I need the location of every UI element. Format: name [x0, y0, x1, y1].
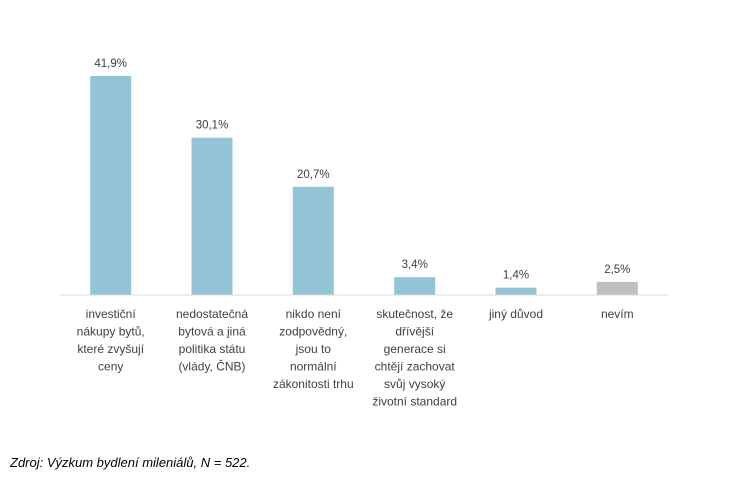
bar-chart: 41,9% 30,1% 20,7% 3,4% 1,4% 2,5% investiční ná…	[60, 58, 668, 409]
category-label-3: nikdo není zodpovědný, jsou to normální záko…	[273, 307, 354, 391]
category-label-line: zákonitosti trhu	[273, 377, 354, 391]
category-label-2: nedostatečná bytová a jiná politika státu (…	[176, 307, 248, 374]
category-label-line: investiční	[86, 307, 137, 321]
category-label-line: svůj vysoký	[384, 377, 445, 391]
bar-3	[292, 186, 334, 295]
data-label-4: 3,4%	[402, 259, 428, 271]
category-label-line: jsou to	[295, 342, 332, 356]
category-label-line: (vlády, ČNB)	[178, 359, 245, 374]
category-label-line: nákupy bytů,	[77, 325, 145, 339]
category-label-4: skutečnost, že dřívější generace si chtějí …	[372, 307, 457, 409]
data-label-2: 30,1%	[196, 120, 229, 132]
bar-4	[394, 277, 436, 295]
data-label-3: 20,7%	[297, 169, 330, 181]
category-labels-group: investiční nákupy bytů, které zvyšují ceny n…	[77, 307, 634, 409]
category-label-line: které zvyšují	[77, 342, 144, 356]
category-label-line: normální	[290, 360, 337, 374]
data-label-6: 2,5%	[604, 264, 630, 276]
bar-6	[596, 281, 638, 295]
category-label-1: investiční nákupy bytů, které zvyšují ceny	[77, 307, 145, 374]
category-label-line: životní standard	[372, 395, 457, 409]
data-label-5: 1,4%	[503, 270, 529, 282]
category-label-line: nevím	[601, 307, 634, 321]
category-label-line: nikdo není	[286, 307, 342, 321]
category-label-line: politika státu	[179, 342, 246, 356]
category-label-6: nevím	[601, 307, 634, 321]
category-label-line: ceny	[98, 360, 123, 374]
category-label-line: bytová a jiná	[178, 325, 246, 339]
category-label-line: nedostatečná	[176, 307, 248, 321]
bar-2	[191, 137, 233, 295]
category-label-line: dřívější	[395, 325, 434, 339]
category-label-5: jiný důvod	[488, 307, 543, 321]
bar-1	[90, 76, 132, 295]
category-label-line: generace si	[384, 342, 446, 356]
category-label-line: skutečnost, že	[376, 307, 453, 321]
category-label-line: zodpovědný,	[279, 325, 347, 339]
source-note: Zdroj: Výzkum bydlení mileniálů, N = 522…	[10, 455, 251, 470]
data-labels-group: 41,9% 30,1% 20,7% 3,4% 1,4% 2,5%	[94, 58, 630, 282]
data-label-1: 41,9%	[94, 58, 127, 70]
bars-group	[90, 76, 638, 295]
bar-5	[495, 287, 537, 295]
category-label-line: chtějí zachovat	[375, 360, 456, 374]
category-label-line: jiný důvod	[488, 307, 543, 321]
